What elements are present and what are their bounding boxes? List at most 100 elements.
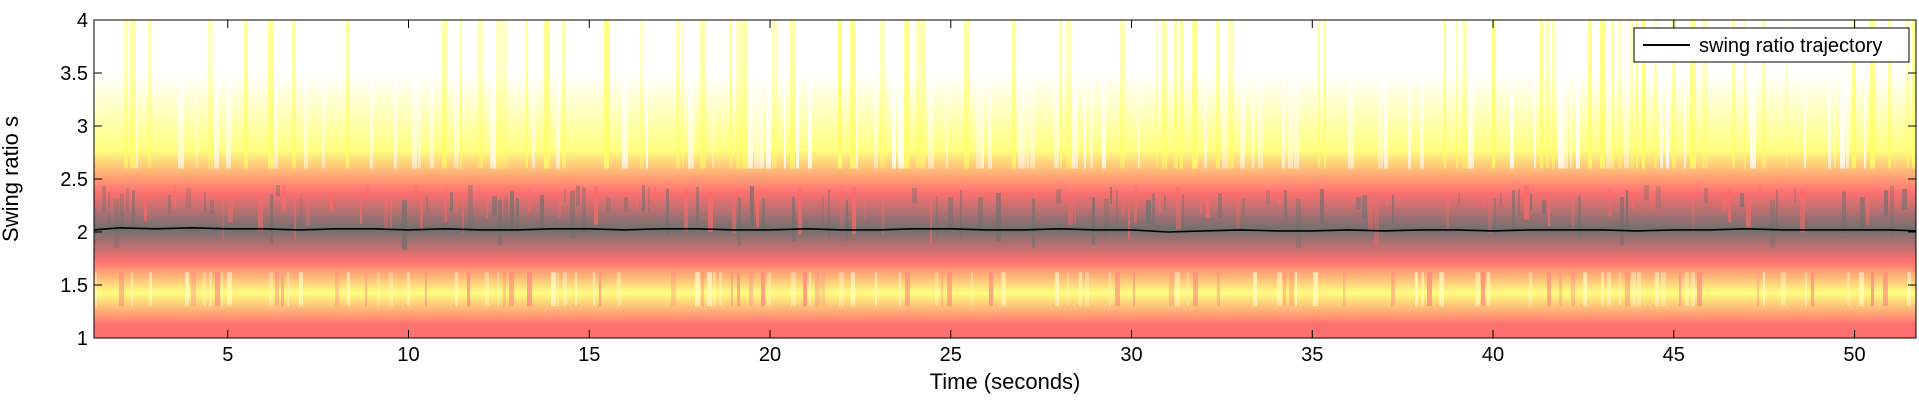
heatmap-streak — [1632, 191, 1635, 209]
heatmap-streak — [365, 272, 367, 307]
y-tick-label: 1.5 — [60, 275, 88, 297]
heatmap-streak — [270, 194, 273, 244]
heatmap-streak — [1074, 196, 1076, 224]
heatmap-streak — [1421, 272, 1424, 307]
heatmap-streak — [268, 20, 274, 169]
heatmap-streak — [846, 199, 848, 241]
heatmap-streak — [1601, 272, 1604, 307]
heatmap-streak — [737, 272, 740, 307]
heatmap-streak — [1564, 20, 1568, 169]
heatmap-streak — [742, 20, 748, 169]
heatmap-streak — [564, 189, 566, 203]
heatmap-streak — [1079, 272, 1082, 307]
heatmap-streak — [1068, 197, 1073, 226]
heatmap-streak — [701, 272, 704, 307]
heatmap-streak — [1690, 20, 1696, 169]
heatmap-streak — [1625, 272, 1630, 307]
heatmap-streak — [1392, 194, 1394, 224]
heatmap-streak — [599, 272, 601, 307]
heatmap-streak — [1427, 272, 1432, 307]
heatmap-streak — [221, 272, 223, 307]
heatmap-streak — [1475, 272, 1480, 307]
heatmap-streak — [210, 200, 214, 214]
heatmap-streak — [208, 20, 213, 169]
heatmap-streak — [102, 186, 106, 213]
heatmap-streak — [1512, 190, 1515, 231]
heatmap-streak — [1404, 190, 1406, 205]
heatmap-streak — [1055, 272, 1059, 307]
heatmap-streak — [1660, 20, 1663, 169]
heatmap-streak — [556, 20, 560, 169]
heatmap-streak — [1583, 272, 1587, 307]
heatmap-streak — [1462, 20, 1468, 169]
heatmap-streak — [904, 20, 910, 169]
heatmap-streak — [1620, 196, 1624, 245]
heatmap-streak — [1146, 199, 1151, 224]
heatmap-streak — [1692, 192, 1694, 233]
heatmap-streak — [1884, 190, 1888, 216]
heatmap-streak — [1084, 20, 1086, 169]
heatmap-streak — [1295, 272, 1297, 307]
heatmap-streak — [905, 272, 910, 307]
heatmap-streak — [377, 272, 380, 307]
heatmap-streak — [132, 190, 135, 231]
heatmap-streak — [976, 20, 982, 169]
heatmap-streak — [1679, 272, 1681, 307]
heatmap-streak — [982, 20, 984, 169]
heatmap-streak — [1258, 20, 1263, 169]
heatmap-streak — [1343, 272, 1345, 307]
heatmap-streak — [1228, 20, 1234, 169]
heatmap-streak — [1655, 272, 1659, 307]
heatmap-streak — [360, 198, 362, 224]
heatmap-streak — [222, 194, 224, 240]
heatmap-streak — [148, 20, 151, 169]
heatmap-streak — [1318, 20, 1320, 169]
heatmap-streak — [509, 272, 514, 307]
heatmap-streak — [492, 196, 497, 216]
heatmap-streak — [274, 20, 278, 169]
heatmap-streak — [1218, 193, 1222, 219]
heatmap-streak — [899, 272, 901, 307]
heatmap-streak — [1828, 20, 1831, 169]
heatmap-streak — [750, 186, 754, 226]
heatmap-streak — [532, 20, 535, 169]
heatmap-streak — [1860, 197, 1865, 228]
heatmap-streak — [486, 190, 488, 219]
legend-label-swing-ratio-trajectory: swing ratio trajectory — [1699, 35, 1882, 57]
heatmap-streak — [1204, 20, 1207, 169]
heatmap-streak — [346, 20, 349, 169]
heatmap-streak — [1284, 190, 1287, 219]
heatmap-streak — [1180, 20, 1183, 169]
heatmap-streak — [1494, 198, 1496, 240]
heatmap-streak — [1540, 20, 1543, 169]
heatmap-streak — [1024, 20, 1029, 169]
heatmap-streak — [1883, 272, 1888, 307]
heatmap-streak — [882, 196, 884, 235]
heatmap-streak — [1488, 189, 1492, 234]
heatmap-streak — [1176, 187, 1181, 230]
heatmap-streak — [796, 20, 799, 169]
heatmap-streak — [1062, 187, 1066, 204]
heatmap-streak — [928, 20, 934, 169]
heatmap-streak — [792, 196, 795, 242]
heatmap-streak — [131, 272, 133, 307]
heatmap-streak — [1654, 20, 1657, 169]
heatmap-streak — [1644, 184, 1649, 201]
heatmap-streak — [1420, 20, 1424, 169]
heatmap-streak — [1624, 20, 1629, 169]
heatmap-streak — [1570, 20, 1572, 169]
heatmap-streak — [114, 199, 119, 249]
heatmap-streak — [575, 272, 577, 307]
heatmap-streak — [593, 272, 595, 307]
heatmap-streak — [1200, 193, 1202, 215]
heatmap-streak — [1637, 272, 1641, 307]
heatmap-streak — [989, 272, 993, 307]
heatmap-streak — [749, 272, 753, 307]
heatmap-streak — [1542, 199, 1546, 215]
heatmap-streak — [1852, 20, 1856, 169]
heatmap-streak — [1842, 191, 1846, 234]
heatmap-streak — [544, 20, 550, 169]
heatmap-streak — [1242, 197, 1245, 217]
heatmap-streak — [1266, 190, 1270, 205]
heatmap-streak — [732, 196, 736, 234]
